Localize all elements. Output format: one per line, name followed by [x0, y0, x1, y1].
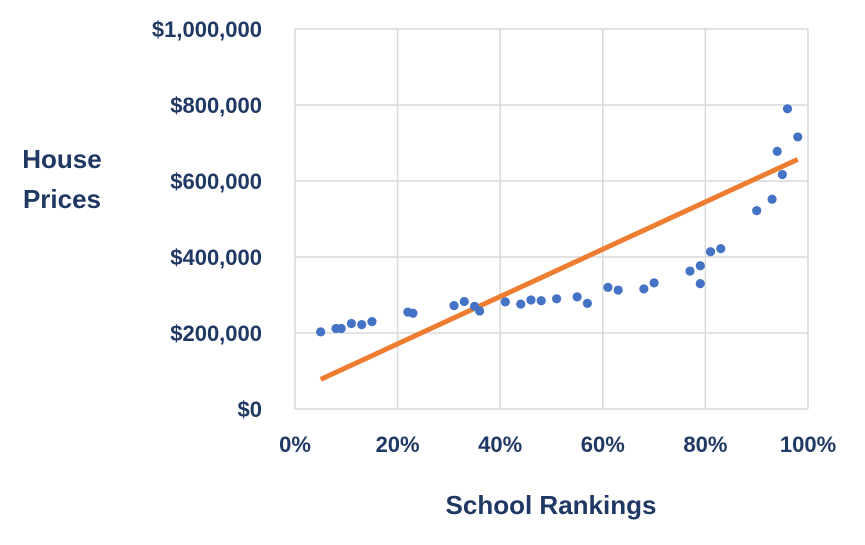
data-point	[516, 299, 526, 309]
data-point	[685, 266, 695, 276]
data-point	[752, 206, 762, 216]
data-point	[449, 301, 459, 311]
y-axis-title-line-2: Prices	[23, 184, 101, 214]
x-tick-label: 20%	[376, 432, 420, 457]
data-point	[695, 279, 705, 289]
data-point	[772, 146, 782, 156]
x-axis-tick-labels: 0% 20% 40% 60% 80% 100%	[279, 432, 836, 457]
y-axis-tick-labels: $0 $200,000 $400,000 $600,000 $800,000 $1,000…	[152, 17, 262, 422]
data-point	[793, 132, 803, 142]
data-point	[475, 306, 485, 316]
data-point	[613, 285, 623, 295]
y-tick-label: $0	[238, 397, 262, 422]
data-point	[346, 318, 357, 329]
data-point	[649, 278, 659, 288]
x-tick-label: 60%	[581, 432, 625, 457]
y-tick-label: $200,000	[170, 321, 262, 346]
data-point	[408, 308, 418, 318]
data-point	[367, 317, 377, 327]
x-axis-title: School Rankings	[446, 490, 657, 520]
x-tick-label: 40%	[478, 432, 522, 457]
x-tick-label: 0%	[279, 432, 311, 457]
data-point	[336, 323, 346, 334]
data-point	[552, 294, 562, 304]
x-tick-label: 80%	[683, 432, 727, 457]
y-tick-label: $600,000	[170, 169, 262, 194]
data-point	[639, 284, 649, 294]
data-point	[526, 295, 536, 305]
trendline	[319, 157, 799, 382]
data-point	[500, 297, 510, 307]
grid-lines	[294, 28, 809, 410]
data-point	[316, 327, 326, 337]
data-point	[716, 244, 726, 254]
data-point	[582, 298, 593, 308]
data-point	[705, 247, 716, 257]
data-point	[695, 261, 705, 271]
data-point	[782, 104, 793, 114]
data-points-layer	[316, 104, 803, 337]
data-point	[459, 296, 469, 307]
x-tick-label: 100%	[780, 432, 836, 457]
data-point	[357, 320, 367, 330]
y-tick-label: $800,000	[170, 93, 262, 118]
y-axis-title-line-1: House	[22, 144, 101, 174]
data-point	[767, 194, 777, 204]
data-point	[603, 282, 613, 292]
trendline-layer	[319, 157, 799, 382]
y-tick-label: $1,000,000	[152, 17, 262, 42]
y-tick-label: $400,000	[170, 245, 262, 270]
data-point	[572, 292, 582, 302]
data-point	[777, 169, 787, 180]
data-point	[536, 296, 546, 306]
